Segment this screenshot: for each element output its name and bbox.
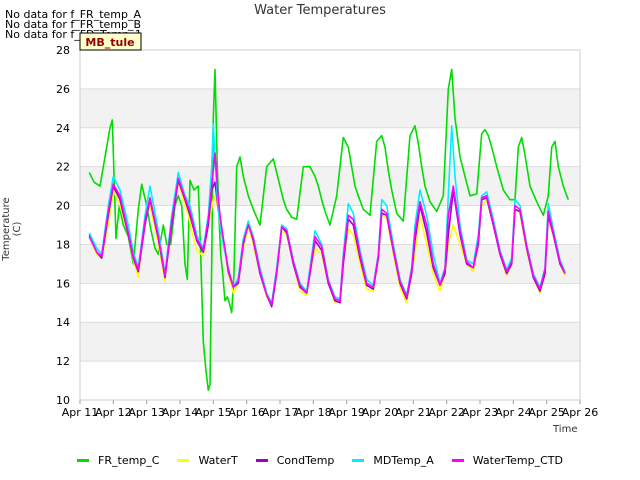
legend-swatch [77,459,90,462]
legend-item: WaterT [177,454,238,467]
y-tick-label: 18 [56,238,70,251]
y-tick-label: 28 [56,44,70,57]
legend-label: WaterT [198,454,238,467]
legend-swatch [451,459,464,462]
x-tick-label: Apr 18 [295,406,332,419]
legend-item: WaterTemp_CTD [451,454,563,467]
legend-label: MDTemp_A [373,454,434,467]
x-tick-label: Apr 19 [328,406,365,419]
x-axis-title: Time [553,424,578,435]
no-data-message-3: No data for f_FD_Temp_1 [5,28,142,41]
y-tick-label: 20 [56,200,70,213]
series-line-WaterTemp_CTD [88,152,566,306]
legend-item: CondTemp [255,454,335,467]
no-data-message-2: No data for f_FR_temp_B [5,18,142,31]
y-tick-label: 12 [56,355,70,368]
legend-label: CondTemp [276,454,335,467]
grid-band [80,322,580,362]
legend-item: FR_temp_C [77,454,159,467]
x-tick-label: Apr 25 [528,406,565,419]
y-axis-title: Temperature (C) [1,197,23,261]
y-tick-label: 26 [56,83,70,96]
x-tick-label: Apr 23 [462,406,499,419]
legend-label: WaterTemp_CTD [472,454,563,467]
legend-label: FR_temp_C [98,454,160,467]
grid-band [80,88,580,128]
x-tick-label: Apr 12 [95,406,132,419]
series-line-FR_temp_C [88,68,570,392]
x-tick-label: Apr 21 [395,406,432,419]
y-tick-label: 16 [56,277,70,290]
site-badge-label: MB_tule [85,36,134,49]
legend-swatch [255,459,268,462]
x-tick-label: Apr 26 [562,406,599,419]
plot-area [79,49,581,401]
x-tick-label: Apr 22 [428,406,465,419]
x-tick-label: Apr 11 [62,406,99,419]
site-badge [79,32,142,51]
legend-item: MDTemp_A [352,454,434,467]
legend-swatch [177,459,190,462]
chart-legend: FR_temp_C WaterT CondTemp MDTemp_A WaterTemp… [0,454,640,467]
chart-title: Water Temperatures [254,3,386,18]
x-tick-label: Apr 14 [162,406,199,419]
x-tick-label: Apr 17 [262,406,299,419]
y-tick-label: 24 [56,122,70,135]
y-tick-label: 14 [56,316,70,329]
x-tick-label: Apr 20 [362,406,399,419]
legend-swatch [352,459,365,462]
x-tick-label: Apr 13 [128,406,165,419]
y-tick-label: 22 [56,161,70,174]
grid-band [80,166,580,206]
y-tick-label: 10 [56,394,70,407]
no-data-message-1: No data for f_FR_temp_A [5,8,141,21]
x-tick-label: Apr 15 [195,406,232,419]
x-tick-label: Apr 16 [228,406,265,419]
x-tick-label: Apr 24 [495,406,532,419]
